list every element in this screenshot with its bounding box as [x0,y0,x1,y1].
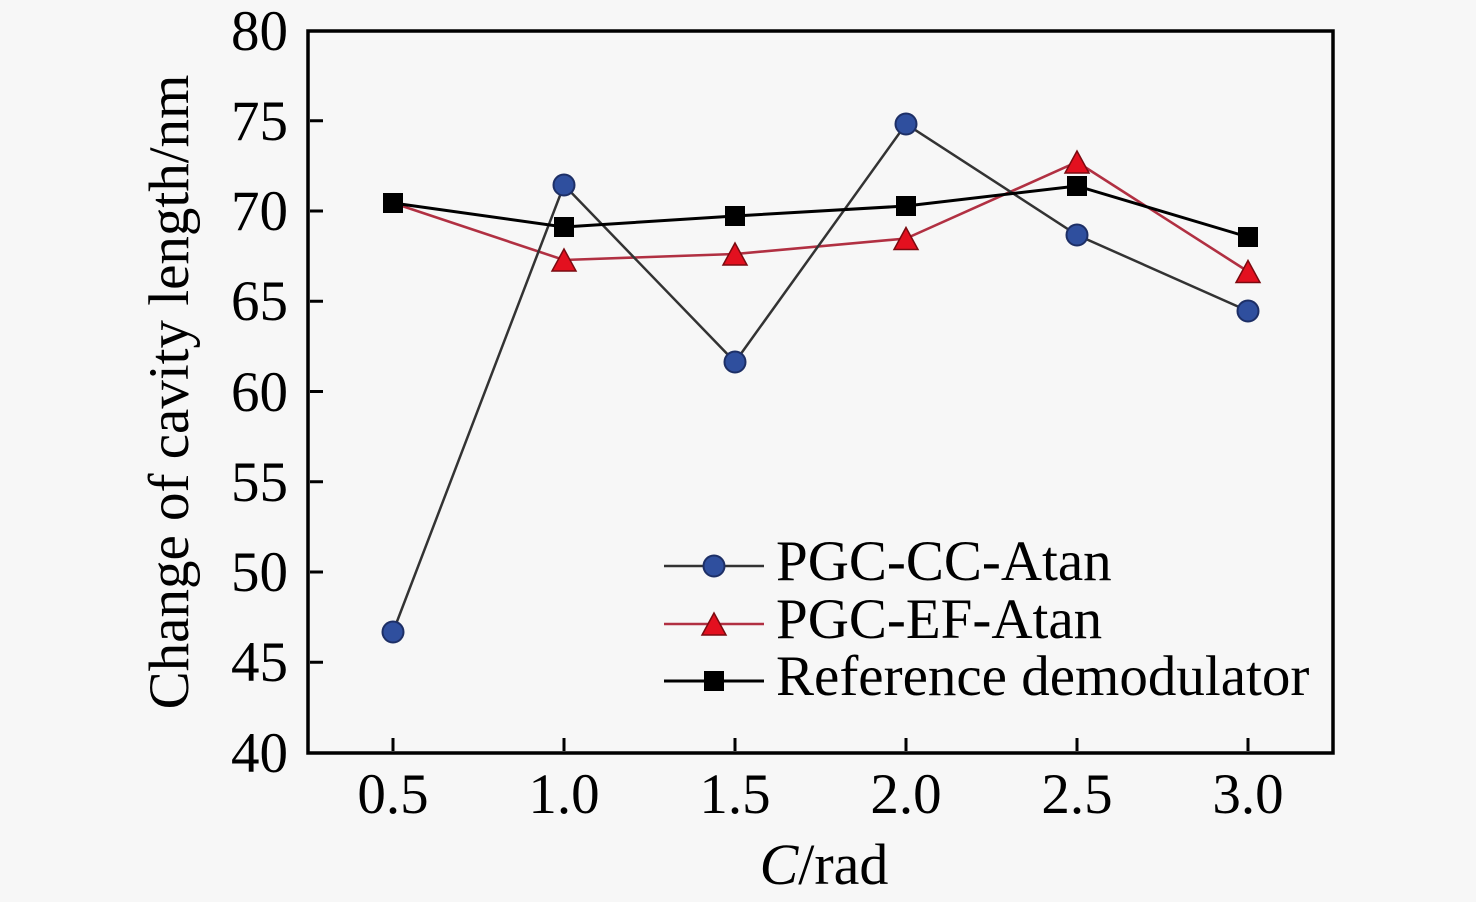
svg-text:1.5: 1.5 [699,763,770,826]
svg-text:PGC-EF-Atan: PGC-EF-Atan [776,588,1102,651]
svg-text:80: 80 [231,0,288,63]
svg-text:0.5: 0.5 [357,763,428,826]
svg-text:50: 50 [231,541,288,604]
svg-text:3.0: 3.0 [1212,763,1283,826]
svg-text:60: 60 [231,361,288,424]
svg-text:40: 40 [231,722,288,785]
svg-text:C/rad: C/rad [760,832,889,897]
svg-text:45: 45 [231,631,288,694]
svg-text:Change of cavity length/nm: Change of cavity length/nm [138,75,201,710]
svg-text:55: 55 [231,451,288,514]
svg-text:2.0: 2.0 [870,763,941,826]
svg-text:2.5: 2.5 [1041,763,1112,826]
svg-text:70: 70 [231,180,288,243]
svg-text:PGC-CC-Atan: PGC-CC-Atan [776,530,1112,593]
svg-text:65: 65 [231,270,288,333]
svg-text:Reference demodulator: Reference demodulator [776,645,1309,708]
svg-text:1.0: 1.0 [528,763,599,826]
svg-text:75: 75 [231,90,288,153]
